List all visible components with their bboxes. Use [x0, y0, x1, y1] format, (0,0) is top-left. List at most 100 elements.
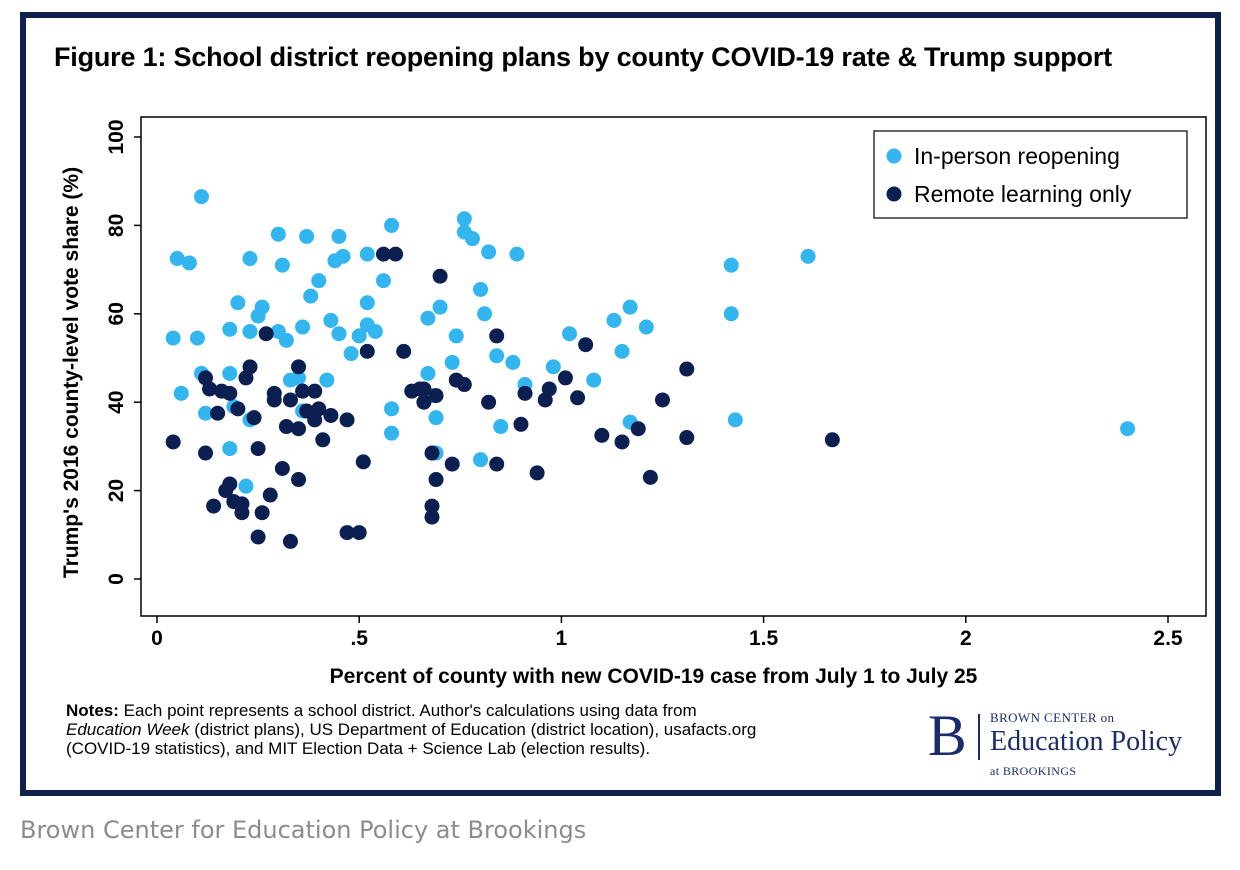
in-person-point	[323, 312, 339, 328]
remote-point	[489, 456, 505, 472]
in-person-point	[193, 189, 209, 205]
in-person-point	[335, 248, 351, 264]
x-tick-label: 2.5	[1153, 627, 1183, 650]
in-person-point	[456, 211, 472, 227]
remote-point	[246, 410, 262, 426]
notes-italic: Education Week	[66, 720, 190, 739]
remote-point	[291, 472, 307, 488]
in-person-point	[509, 246, 525, 262]
remote-point	[250, 529, 266, 545]
remote-point	[529, 465, 545, 481]
legend-marker	[886, 148, 902, 164]
remote-point	[416, 394, 432, 410]
remote-point	[614, 434, 630, 450]
in-person-point	[291, 370, 307, 386]
in-person-point	[432, 299, 448, 315]
in-person-point	[586, 372, 602, 388]
remote-point	[295, 383, 311, 399]
logo-divider	[978, 714, 980, 760]
x-tick-label: 0	[151, 627, 163, 650]
in-person-point	[254, 299, 270, 315]
in-person-point	[638, 319, 654, 335]
x-tick-label: 1.5	[749, 627, 779, 650]
remote-point	[375, 246, 391, 262]
remote-point	[428, 388, 444, 404]
remote-point	[655, 392, 670, 408]
notes-text-1: Each point represents a school district.…	[118, 701, 697, 720]
remote-point	[222, 385, 238, 401]
x-tick-label: .5	[350, 627, 368, 650]
remote-point	[278, 419, 294, 435]
in-person-point	[477, 306, 493, 322]
in-person-point	[464, 231, 480, 247]
image-caption: Brown Center for Education Policy at Bro…	[20, 816, 587, 844]
legend-box	[873, 130, 1188, 219]
in-person-point	[230, 295, 246, 311]
remote-point	[594, 427, 610, 443]
in-person-point	[367, 323, 383, 339]
in-person-point	[359, 295, 375, 311]
remote-point	[679, 430, 695, 446]
remote-point	[282, 392, 298, 408]
in-person-point	[299, 228, 315, 244]
remote-point	[311, 401, 327, 417]
remote-point	[230, 401, 246, 417]
in-person-point	[481, 244, 497, 260]
remote-point	[824, 432, 840, 448]
remote-point	[339, 412, 355, 428]
in-person-point	[622, 299, 638, 315]
remote-point	[557, 370, 573, 386]
notes-text-2: (district plans), US Department of Educa…	[189, 720, 757, 739]
remote-point	[282, 533, 298, 549]
remote-point	[630, 421, 646, 437]
remote-point	[210, 405, 226, 421]
series-remote	[165, 246, 840, 549]
remote-point	[481, 394, 497, 410]
in-person-point	[242, 251, 258, 267]
remote-point	[355, 454, 371, 470]
in-person-point	[295, 319, 311, 335]
x-tick-label: 1	[556, 627, 568, 650]
in-person-point	[493, 419, 509, 435]
remote-point	[424, 445, 440, 461]
remote-point	[424, 498, 440, 514]
in-person-point	[614, 343, 630, 359]
in-person-point	[723, 306, 739, 322]
remote-point	[578, 337, 594, 353]
x-axis-title: Percent of county with new COVID-19 case…	[330, 665, 978, 688]
in-person-point	[420, 365, 436, 381]
in-person-point	[198, 405, 214, 421]
remote-point	[351, 525, 367, 541]
in-person-point	[331, 228, 347, 244]
remote-point	[254, 505, 270, 521]
chart-title: Figure 1: School district reopening plan…	[54, 42, 1112, 72]
remote-point	[323, 407, 339, 423]
logo-main-text: Education Policy	[990, 726, 1183, 757]
remote-point	[202, 381, 218, 397]
y-tick-label: 40	[105, 391, 128, 414]
in-person-point	[489, 348, 505, 364]
in-person-point	[181, 255, 197, 271]
remote-point	[517, 385, 533, 401]
y-tick-label: 60	[105, 302, 128, 325]
in-person-point	[173, 385, 189, 401]
axes: 0 20 40 60 80 100 0 .5 1 1.5 2 2.5 Percent of county…	[60, 116, 1207, 688]
notes: Notes: Each point represents a school di…	[66, 701, 926, 758]
y-tick-label: 20	[105, 479, 128, 502]
remote-point	[291, 421, 307, 437]
in-person-point	[545, 359, 561, 375]
in-person-point	[384, 217, 400, 233]
remote-point	[679, 361, 695, 377]
in-person-point	[238, 478, 254, 494]
remote-point	[266, 385, 282, 401]
x-tick-label: 2	[960, 627, 972, 650]
remote-point	[258, 326, 274, 342]
legend-marker	[886, 186, 902, 202]
in-person-point	[505, 354, 521, 370]
in-person-point	[303, 288, 319, 304]
remote-point	[642, 469, 658, 485]
remote-point	[274, 461, 290, 476]
remote-point	[424, 509, 440, 525]
remote-point	[359, 343, 375, 359]
remote-point	[165, 434, 181, 450]
